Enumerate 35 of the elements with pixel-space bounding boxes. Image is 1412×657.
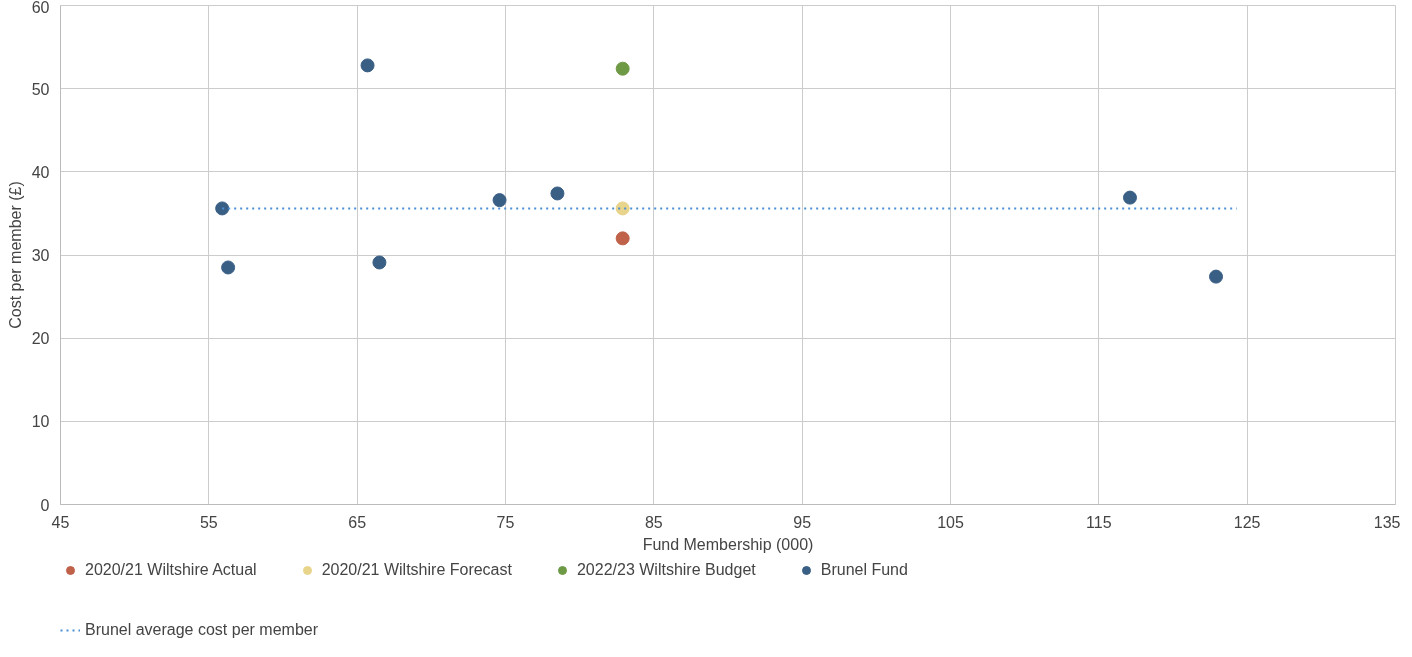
point bbox=[615, 201, 630, 216]
legend-label: 2020/21 Wiltshire Actual bbox=[85, 561, 257, 579]
point bbox=[1209, 269, 1224, 284]
y-tick-label: 20 bbox=[31, 330, 50, 348]
x-tick-label: 85 bbox=[644, 513, 663, 531]
legend-label: 2022/23 Wiltshire Budget bbox=[576, 561, 756, 579]
point bbox=[615, 61, 630, 76]
point bbox=[360, 58, 375, 73]
y-tick-label: 40 bbox=[31, 163, 50, 181]
point bbox=[1122, 190, 1137, 205]
point bbox=[221, 260, 236, 275]
y-tick-label: 30 bbox=[31, 247, 50, 264]
x-tick-label: 75 bbox=[496, 513, 515, 531]
x-tick-label: 95 bbox=[793, 513, 812, 531]
x-tick-label: 135 bbox=[1373, 513, 1401, 531]
point bbox=[492, 193, 507, 208]
legend-label: Brunel Fund bbox=[820, 561, 908, 579]
x-tick-label: 125 bbox=[1233, 513, 1261, 531]
x-axis-title: Fund Membership (000) bbox=[642, 535, 814, 553]
legend-label: Brunel average cost per member bbox=[85, 621, 318, 639]
y-tick-label: 50 bbox=[31, 80, 50, 98]
legend-label: 2020/21 Wiltshire Forecast bbox=[321, 561, 512, 579]
y-tick-label: 0 bbox=[40, 496, 50, 514]
x-tick-label: 55 bbox=[199, 513, 218, 531]
point bbox=[215, 201, 230, 216]
point bbox=[372, 255, 387, 270]
x-tick-label: 115 bbox=[1086, 513, 1112, 531]
point bbox=[550, 186, 565, 201]
y-tick-label: 10 bbox=[31, 413, 50, 431]
x-tick-label: 65 bbox=[348, 513, 367, 531]
y-tick-label: 60 bbox=[31, 0, 50, 16]
x-tick-label: 105 bbox=[937, 513, 964, 531]
point bbox=[615, 231, 630, 246]
y-axis-title: Cost per member (£) bbox=[6, 181, 24, 329]
x-tick-label: 45 bbox=[51, 513, 70, 531]
